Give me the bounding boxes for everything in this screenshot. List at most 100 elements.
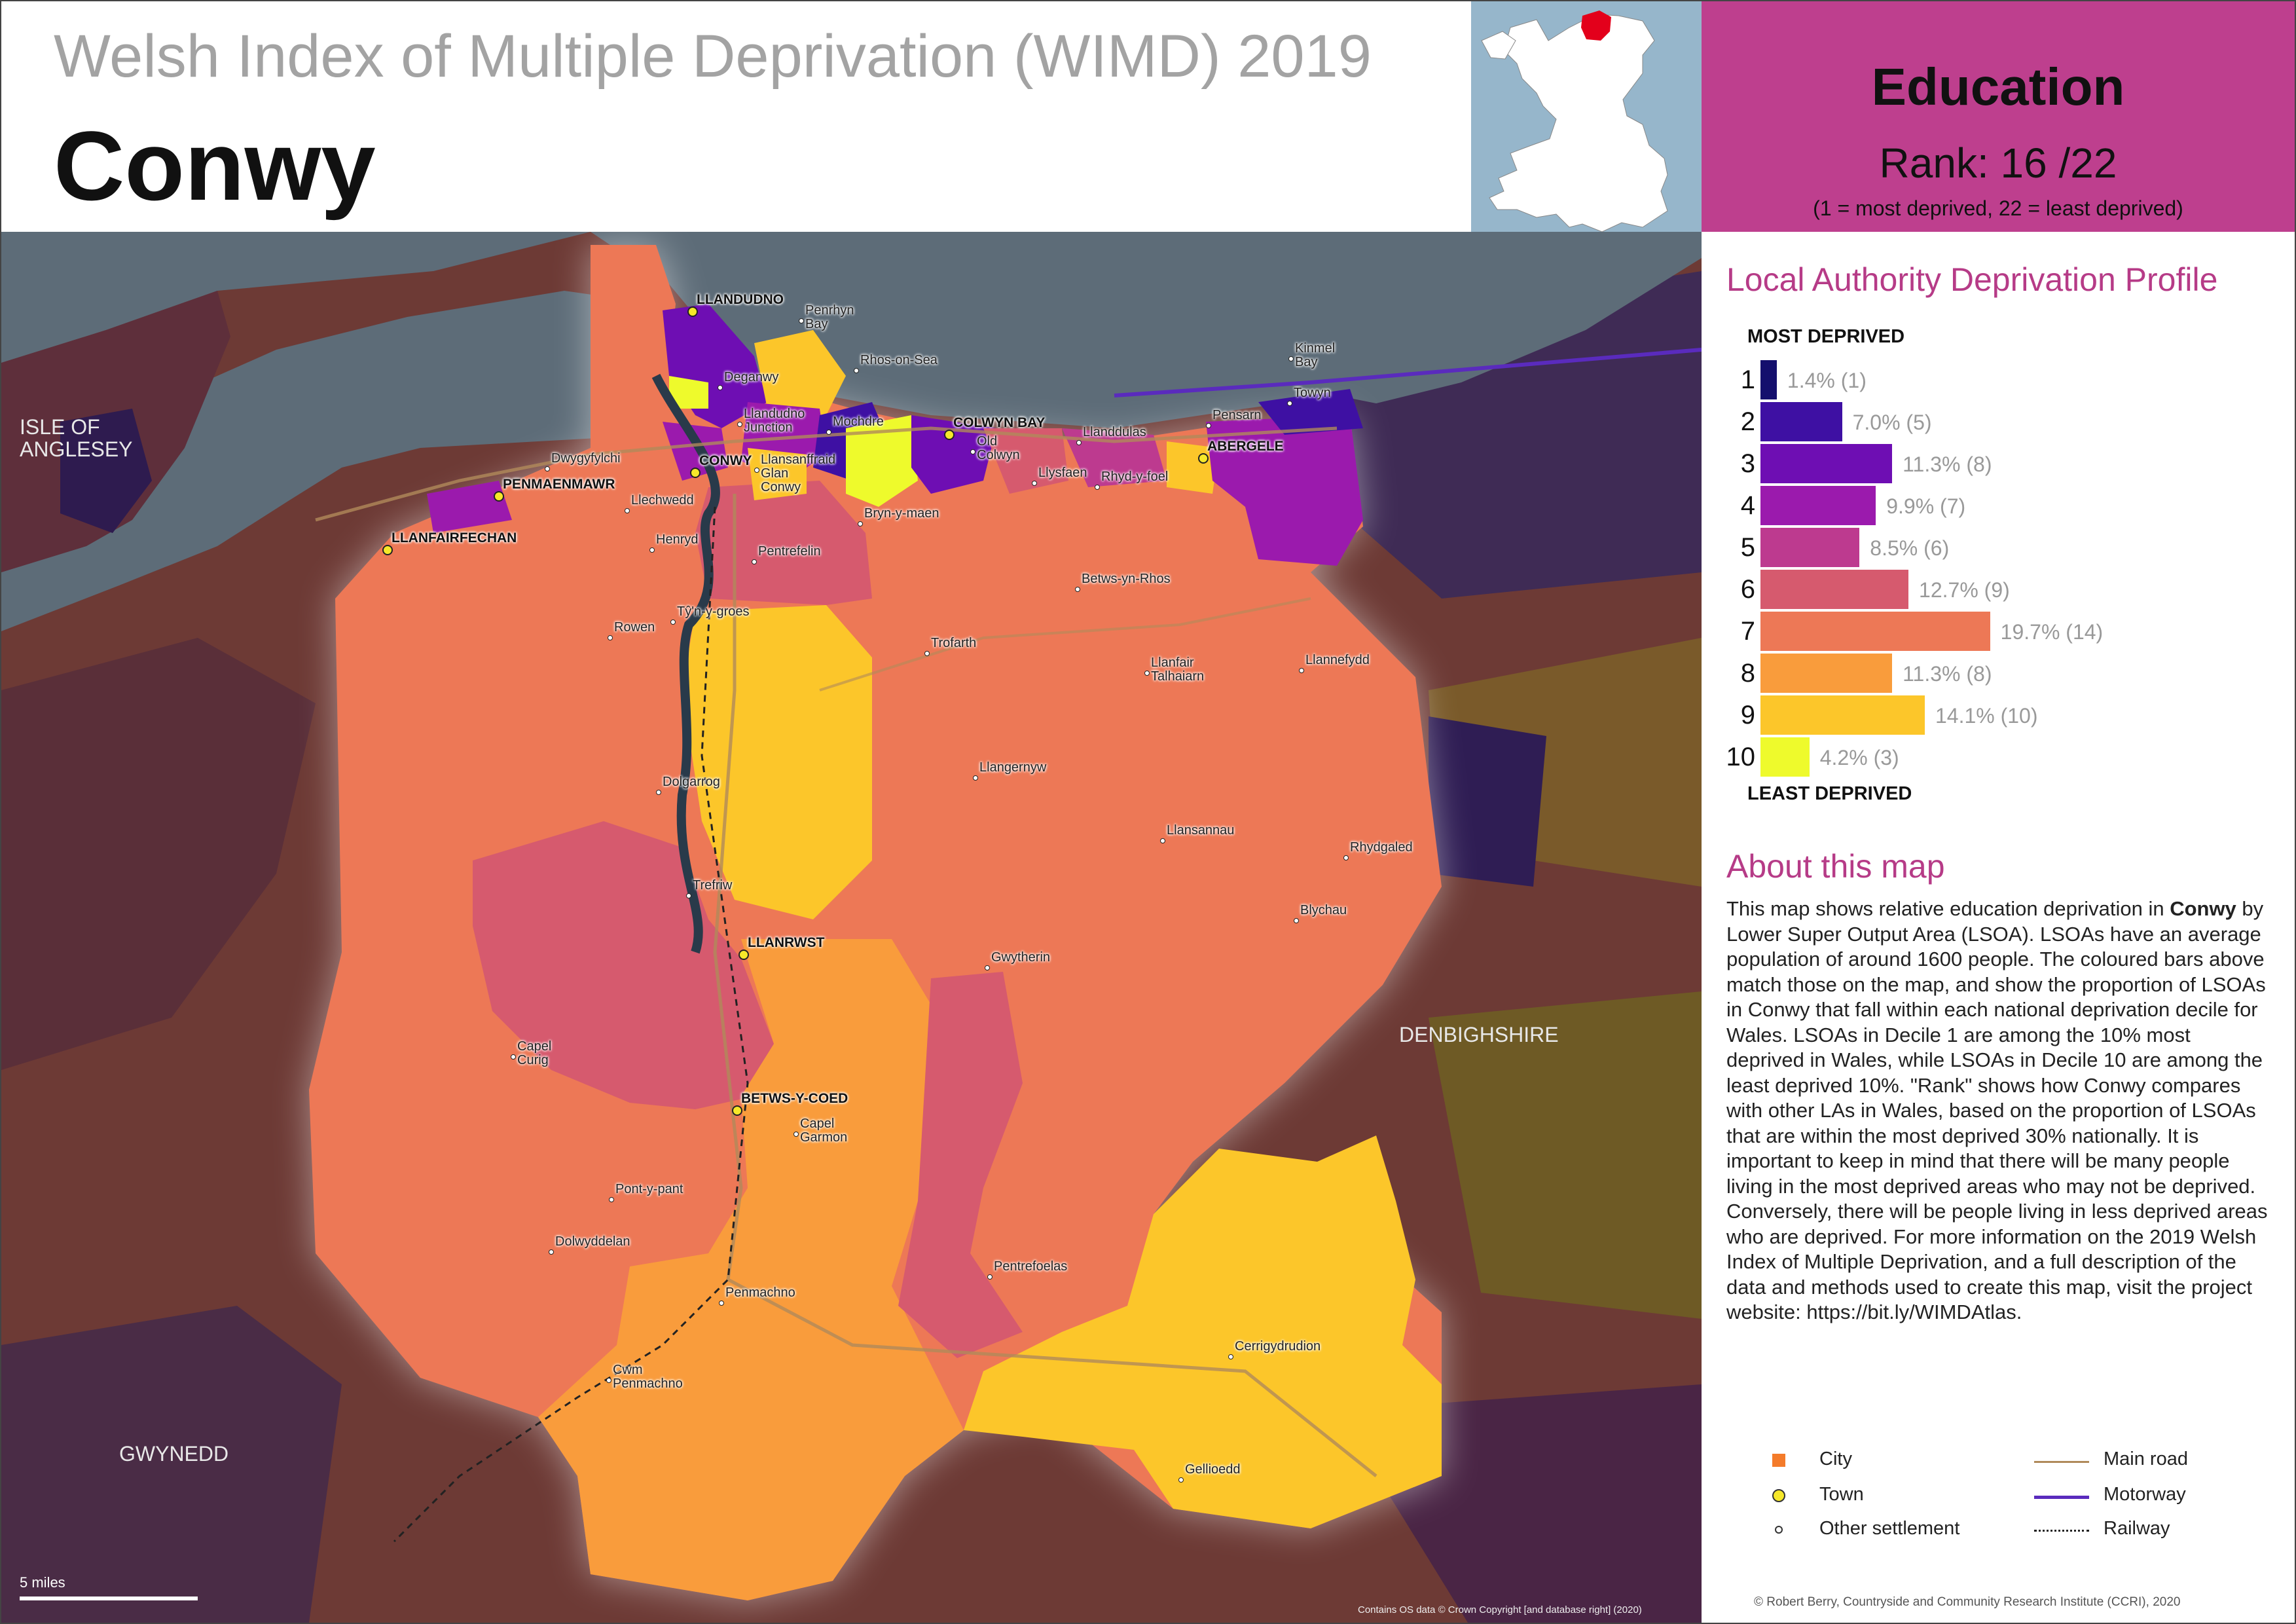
city-square-icon [1772,1454,1785,1467]
bar-decile-number: 10 [1726,743,1756,771]
place-capel-curig: Capel Curig [517,1039,552,1067]
settlement-marker-icon [1288,356,1294,361]
town-marker-icon [738,950,749,960]
lsoa-decile-6-pentrefelin[interactable] [695,481,872,605]
place-kinmel-bay: Kinmel Bay [1295,341,1336,369]
denbighshire-olive-south [1429,991,1702,1319]
river-conwy [651,373,720,954]
wales-outline-icon [1481,10,1668,232]
lsoa-decile-3-colwyn-bay[interactable] [911,415,996,494]
map-copyright: Contains OS data © Crown Copyright [and … [1358,1604,1642,1615]
settlement-marker-icon [1343,855,1349,860]
place-dolgarrog: Dolgarrog [663,775,720,789]
railway-conwy-valley [393,506,749,1543]
bar-decile-number: 3 [1740,449,1755,478]
about-heading: About this map [1726,848,1945,885]
legend-main-road: Main road [2104,1449,2188,1469]
place-rhos-on-sea: Rhos-on-Sea [860,353,938,367]
town-marker-icon [944,430,955,440]
bar-decile-number: 6 [1740,575,1755,604]
settlement-marker-icon [1160,838,1165,843]
place-cwm-penmachno: Cwm Penmachno [613,1363,683,1391]
locator-map [1471,1,1702,232]
settlement-marker-icon [656,790,661,795]
gwynedd-patch [1,638,316,1070]
lsoa-decile-2-towyn[interactable] [1258,389,1363,435]
place-rhydgaled: Rhydgaled [1350,840,1413,855]
side-panel: Local Authority Deprivation Profile MOST… [1702,232,2295,1623]
supertitle: Welsh Index of Multiple Deprivation (WIM… [54,23,1372,90]
bar-fill-decile-1 [1760,360,1777,399]
lsoa-decile-9-cerrigydrudion[interactable] [964,1135,1442,1528]
gwynedd-south-patch [1,1306,342,1623]
legend-railway: Railway [2104,1518,2170,1539]
lsoa-decile-10-colwyn[interactable] [846,415,918,507]
legend-town: Town [1819,1484,1864,1505]
lsoa-decile-4-penmaenmawr[interactable] [427,481,512,533]
place-gwytherin: Gwytherin [991,950,1051,965]
town-marker-icon [687,306,698,317]
settlement-marker-icon [1075,587,1080,592]
denbighshire-dark-patch [1429,716,1546,887]
settlement-marker-icon [752,559,757,564]
lsoa-decile-9-penrhyn[interactable] [754,330,846,415]
least-deprived-caption: LEAST DEPRIVED [1747,783,1912,804]
bar-value-label: 1.4% (1) [1787,369,1867,392]
settlement-marker-icon [1294,918,1299,923]
place-henryd: Henryd [656,532,699,547]
lsoa-decile-4-abergele[interactable] [1206,415,1363,566]
place-pensarn: Pensarn [1212,408,1262,422]
town-marker-icon [732,1105,742,1116]
bar-fill-decile-7 [1760,612,1990,651]
settlement-marker-icon [1178,1477,1184,1483]
place-mochdre: Mochdre [833,415,884,429]
scale-label: 5 miles [20,1574,65,1591]
lsoa-decile-6-pentrefoelas[interactable] [898,972,1023,1358]
bar-decile-number: 1 [1740,365,1755,394]
conwy-highlight [1581,10,1611,41]
place-llandudno-junction: Llandudno Junction [744,407,805,435]
choropleth-map[interactable]: ISLE OF ANGLESEY GWYNEDD DENBIGHSHIRE LL… [1,232,1702,1623]
settlement-marker-icon [1299,668,1304,673]
town-colwyn-bay: COLWYN BAY [953,415,1046,430]
domain-name: Education [1871,58,2125,116]
settlement-marker-icon [649,547,655,553]
area-gwynedd: GWYNEDD [119,1442,229,1466]
lsoa-decile-10-deganwy[interactable] [669,376,708,409]
town-dot-icon [1772,1489,1785,1502]
settlement-marker-icon [1144,671,1150,676]
town-llandudno: LLANDUDNO [697,292,784,307]
bar-value-label: 12.7% (9) [1919,578,2010,602]
about-text-part-2: by Lower Super Output Area (LSOA). LSOAs… [1726,897,2268,1323]
place-pentrefelin: Pentrefelin [758,544,821,559]
settlement-marker-icon [826,430,831,435]
bar-value-label: 19.7% (14) [2000,620,2104,644]
rank-line: Rank: 16 /22 [1702,139,2295,187]
settlement-marker-icon [924,651,930,656]
settlement-marker-icon [1032,481,1037,486]
map-canvas [1,232,1702,1623]
credit: © Robert Berry, Countryside and Communit… [1754,1595,2181,1609]
place-dolwyddelan: Dolwyddelan [555,1234,630,1249]
bar-decile-number: 4 [1740,491,1755,520]
place-llysfaen: Llysfaen [1038,466,1087,480]
lsoa-decile-9-glan-conwy[interactable] [748,448,807,500]
lsoa-decile-8-south[interactable] [538,939,964,1600]
settlement-marker-icon [1206,423,1211,428]
about-text-la-name: Conwy [2170,897,2236,920]
legend-motorway: Motorway [2104,1484,2186,1505]
lsoa-decile-6-dolgarrog[interactable] [473,821,774,1109]
main-road-a548 [819,597,1311,692]
lsoa-decile-5-llysfaen[interactable] [1062,428,1167,487]
about-text: This map shows relative education depriv… [1726,896,2270,1325]
settlement-marker-icon [987,1274,993,1280]
settlement-marker-icon [609,1197,614,1202]
lsoa-decile-9-central[interactable] [682,605,872,919]
most-deprived-caption: MOST DEPRIVED [1747,326,1905,347]
anglesey-dark-patch [60,409,152,533]
settlement-marker-icon [1228,1354,1233,1359]
lsoa-decile-6-old-colwyn[interactable] [983,428,1068,494]
rank-note: (1 = most deprived, 22 = least deprived) [1813,196,2183,220]
place-bryn-y-maen: Bryn-y-maen [864,506,939,521]
